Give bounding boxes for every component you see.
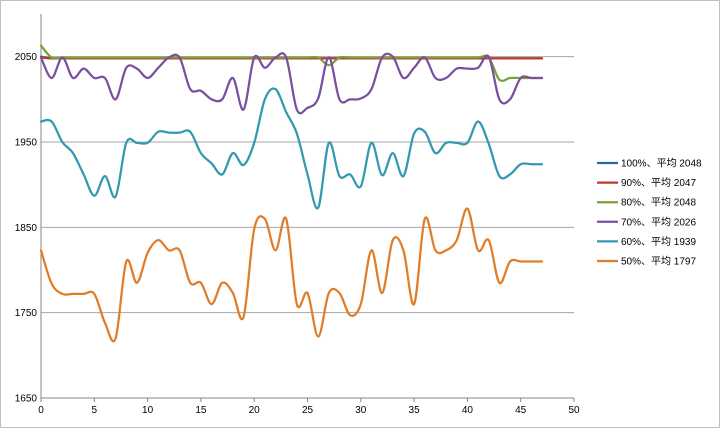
legend-label: 80%、平均 2048 — [621, 197, 696, 209]
legend-label: 60%、平均 1939 — [621, 236, 696, 248]
x-tick-label: 50 — [568, 405, 580, 416]
legend-label: 90%、平均 2047 — [621, 177, 696, 189]
x-tick-label: 15 — [195, 405, 207, 416]
gridlines — [41, 56, 574, 314]
x-tick-label: 20 — [249, 405, 261, 416]
x-tick-label: 40 — [462, 405, 474, 416]
series-line-2 — [39, 44, 544, 83]
x-tick-label: 0 — [38, 405, 44, 416]
legend: 100%、平均 2048 90%、平均 2047 80%、平均 2048 70%、平均… — [597, 158, 702, 268]
x-tick-label: 30 — [355, 405, 367, 416]
legend-label: 100%、平均 2048 — [621, 158, 702, 170]
series-line-5 — [39, 207, 544, 343]
x-tick-label: 45 — [515, 405, 527, 416]
x-tick-label: 5 — [92, 405, 98, 416]
y-tick-label: 1850 — [15, 223, 38, 234]
series-line-3 — [39, 52, 544, 115]
y-tick-label: 1750 — [15, 308, 38, 319]
axes: 1650 1750 1850 1950 2050 0 5 10 15 20 25 30 35 40 45 50 — [15, 14, 580, 416]
legend-label: 50%、平均 1797 — [621, 256, 696, 268]
series-line-4 — [39, 87, 544, 210]
y-tick-label: 1650 — [15, 394, 38, 405]
x-tick-label: 25 — [302, 405, 314, 416]
x-tick-label: 35 — [409, 405, 421, 416]
y-tick-label: 2050 — [15, 52, 38, 63]
x-tick-label: 10 — [142, 405, 154, 416]
legend-label: 70%、平均 2026 — [621, 216, 696, 228]
series-lines — [39, 44, 544, 343]
y-tick-label: 1950 — [15, 138, 38, 149]
